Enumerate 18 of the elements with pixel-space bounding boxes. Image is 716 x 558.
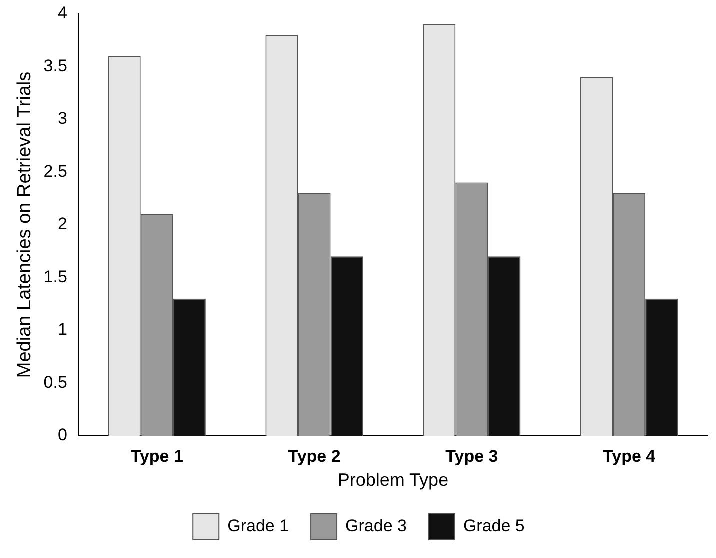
y-tick-label: 2.5 (44, 162, 68, 181)
y-tick-label: 3.5 (44, 56, 68, 76)
legend-label: Grade 3 (346, 516, 407, 536)
legend-label: Grade 5 (463, 516, 525, 536)
y-tick-label: 2 (58, 214, 68, 234)
y-tick-label: 4 (58, 4, 68, 23)
x-tick-label: Type 1 (130, 446, 184, 466)
y-tick-label: 1 (58, 320, 68, 340)
y-tick-label: 0.5 (44, 372, 68, 392)
x-tick-label: Type 4 (603, 446, 656, 466)
x-axis-title: Problem Type (338, 470, 449, 490)
x-tick-label: Type 3 (446, 446, 498, 466)
legend-label: Grade 1 (228, 516, 290, 536)
y-tick-label: 1.5 (44, 267, 68, 286)
x-tick-label: Type 2 (288, 446, 341, 466)
y-tick-label: 0 (58, 426, 68, 445)
y-axis-title: Median Latencies on Retrieval Trials (14, 72, 36, 378)
y-tick-label: 3 (58, 109, 68, 128)
